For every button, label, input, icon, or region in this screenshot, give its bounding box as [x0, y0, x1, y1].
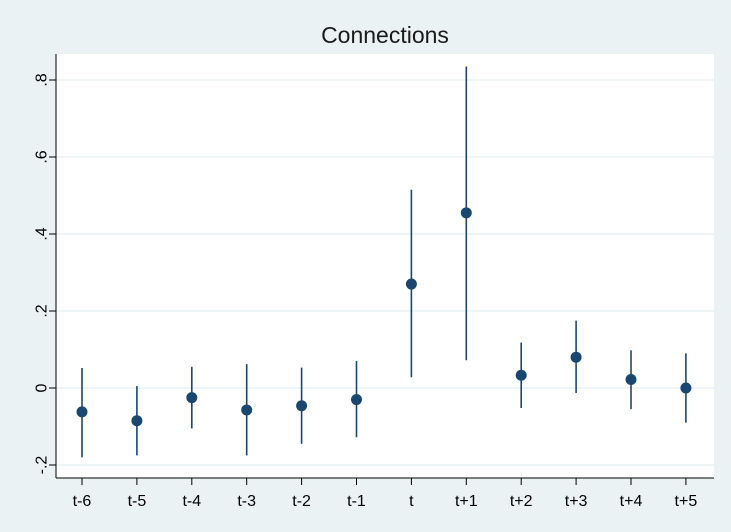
x-tick-label: t+3 — [565, 493, 588, 510]
y-tick-label: 0 — [34, 383, 51, 392]
data-point — [186, 392, 198, 404]
axes — [55, 54, 714, 479]
data-point — [296, 400, 308, 412]
y-axis: -.2 0 .2 .4 .6 .8 — [34, 73, 56, 475]
plot-area — [56, 54, 714, 478]
x-tick-label: t+5 — [675, 493, 698, 510]
data-point — [76, 406, 88, 418]
x-tick-label: t-2 — [292, 493, 311, 510]
x-tick-label: t-3 — [237, 493, 256, 510]
data-point — [405, 278, 417, 290]
grid-lines — [56, 79, 714, 466]
chart-title: Connections — [321, 22, 449, 48]
x-tick-label: t+2 — [510, 493, 533, 510]
x-axis: t-6 t-5 t-4 t-3 t-2 t-1 t t+1 t+2 t+3 t+4 t+5 — [73, 478, 698, 510]
y-tick-label: .6 — [34, 150, 51, 163]
x-tick-label: t — [409, 493, 414, 510]
x-tick-label: t+1 — [455, 493, 478, 510]
data-point — [460, 207, 472, 219]
data-marks — [76, 66, 692, 458]
x-tick-label: t-1 — [347, 493, 366, 510]
data-point — [241, 404, 253, 416]
data-point — [515, 369, 527, 381]
y-tick-label: .8 — [34, 73, 51, 86]
x-tick-label: t-5 — [128, 493, 147, 510]
data-point — [625, 374, 637, 386]
x-tick-label: t-4 — [182, 493, 201, 510]
y-tick-label: .2 — [34, 304, 51, 317]
data-point — [680, 382, 692, 394]
y-tick-label: -.2 — [34, 456, 51, 475]
x-tick-label: t+4 — [620, 493, 643, 510]
data-point — [351, 394, 362, 406]
data-point — [131, 415, 143, 427]
data-point — [570, 351, 582, 363]
y-tick-label: .4 — [34, 227, 51, 240]
x-tick-label: t-6 — [73, 493, 92, 510]
